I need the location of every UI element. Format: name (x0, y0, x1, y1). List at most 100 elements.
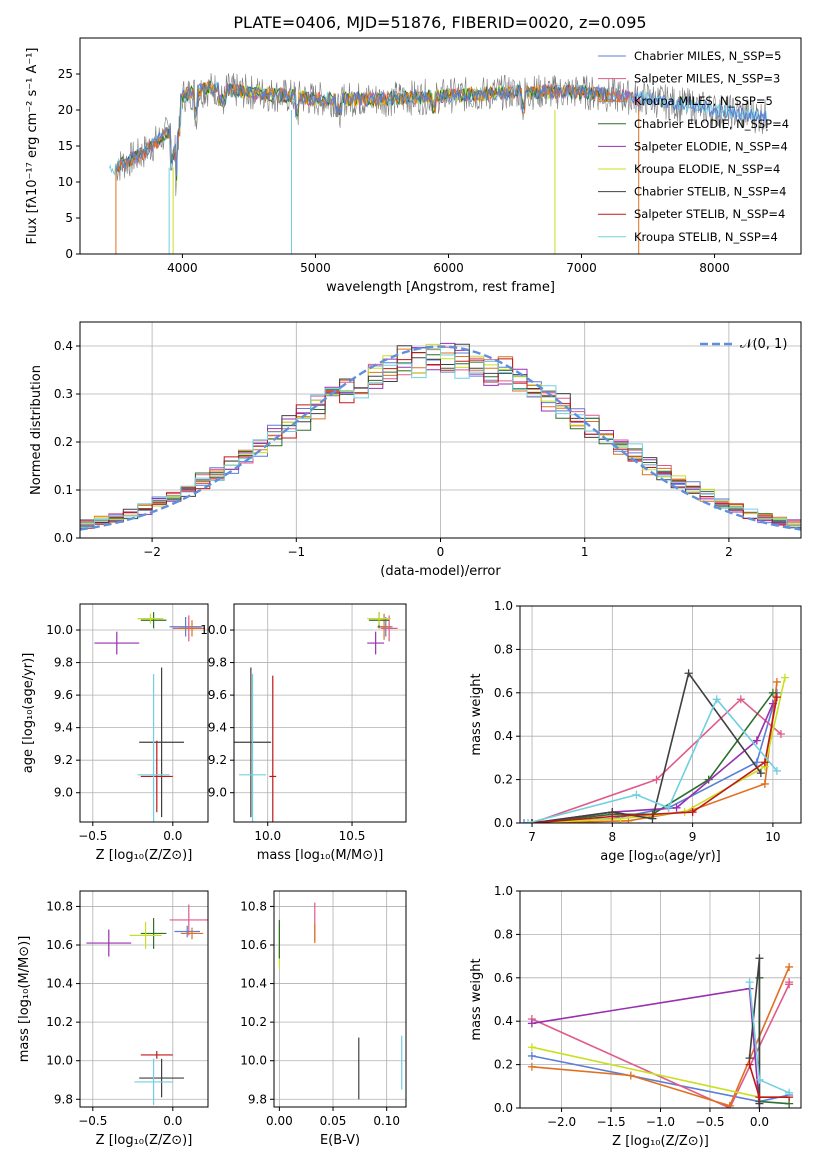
legend-entry: Kroupa MILES, N_SSP=5 (634, 94, 773, 108)
x-tick-label: 0.0 (163, 829, 182, 843)
x-axis-label: Z [log₁₀(Z/Z⊙)] (96, 1133, 193, 1148)
y-tick-label: 0.6 (494, 686, 513, 700)
mass-weight-marker (520, 819, 529, 823)
mass-weight-marker (772, 677, 781, 686)
x-tick-label: 10 (765, 830, 780, 844)
mass-weight-marker (768, 688, 777, 697)
x-tick-label: −2 (143, 545, 161, 559)
mass-weight-line (531, 677, 786, 823)
legend: Chabrier MILES, N_SSP=5 Salpeter MILES, N… (598, 49, 789, 244)
plot-area (527, 954, 794, 1108)
spectrum-panel: 4000 5000 6000 7000 8000 0 5 10 15 20 25 wavelength… (25, 37, 802, 295)
y-tick-label: 10.2 (46, 1015, 73, 1029)
y-tick-label: 0.4 (54, 339, 73, 353)
plot-area (108, 72, 768, 254)
y-tick-label: 0.8 (494, 642, 513, 656)
data-spectrum-line (115, 72, 768, 197)
x-axis-label: Z [log₁₀(Z/Z⊙)] (612, 1134, 709, 1149)
x-tick-label: −2.0 (547, 1115, 576, 1129)
y-axis-label: age [log₁₀(age/yr)] (21, 653, 36, 774)
mass-weight-marker (672, 803, 681, 812)
mass-weight-marker (527, 1062, 536, 1071)
massweight-vs-age-panel: 7 8 9 10 0.0 0.2 0.4 0.6 0.8 1.0 age [log₁₀(age/yr… (469, 599, 802, 864)
y-tick-label: 9.4 (208, 721, 227, 735)
y-axis-label: Normed distribution (29, 365, 44, 495)
model-spectrum-line (115, 82, 768, 177)
y-tick-label: 0.4 (494, 729, 513, 743)
mass-weight-marker (745, 978, 754, 987)
mass-weight-marker (755, 1093, 764, 1102)
mass-weight-marker (760, 779, 769, 788)
x-tick-label: 1 (581, 545, 589, 559)
residual-histogram (80, 343, 801, 529)
normal-reference-curve (80, 345, 801, 531)
y-tick-label: 9.6 (54, 688, 73, 702)
age-vs-mass-panel: 10.0 10.5 9.0 9.2 9.4 9.6 9.8 10.0 mass [log₁₀(M… (200, 603, 407, 863)
y-tick-label: 10.0 (46, 623, 73, 637)
y-tick-label: 10.8 (240, 899, 267, 913)
mass-weight-marker (785, 1088, 794, 1097)
x-tick-label: 7000 (566, 261, 597, 275)
y-tick-label: 10.8 (46, 899, 73, 913)
mass-weight-line (758, 977, 790, 1105)
mass-weight-marker (736, 695, 745, 704)
x-tick-label: 4000 (167, 261, 198, 275)
y-tick-label: 9.8 (54, 656, 73, 670)
mass-weight-marker (632, 790, 641, 799)
mass-weight-line (531, 703, 774, 823)
mass-weight-marker (785, 962, 794, 971)
x-tick-label: 0.10 (373, 1114, 400, 1128)
figure-title: PLATE=0406, MJD=51876, FIBERID=0020, z=0… (233, 13, 646, 32)
y-axis-label: mass [log₁₀(M/M⊙)] (17, 936, 32, 1063)
x-tick-label: −0.5 (695, 1115, 724, 1129)
x-tick-label: 0.0 (750, 1115, 769, 1129)
x-tick-label: 0.0 (163, 1114, 182, 1128)
y-tick-label: 1.0 (494, 599, 513, 613)
mass-weight-marker (527, 1051, 536, 1060)
y-tick-label: 10.0 (240, 1054, 267, 1068)
massweight-vs-metallicity-panel: −2.0 −1.5 −1.0 −0.5 0.0 0.0 0.2 0.4 0.6 0.8 1.0 Z [… (469, 884, 802, 1149)
legend-entry: Chabrier ELODIE, N_SSP=4 (634, 117, 789, 131)
plot-area (86, 904, 208, 1106)
y-tick-label: 0.0 (54, 531, 73, 545)
y-tick-label: 0.0 (494, 816, 513, 830)
legend-entry: Kroupa STELIB, N_SSP=4 (634, 230, 778, 244)
mass-weight-marker (780, 673, 789, 682)
y-tick-label: 9.2 (54, 753, 73, 767)
y-axis-label: Flux [fλ10⁻¹⁷ erg cm⁻² s⁻¹ A⁻¹] (25, 48, 40, 245)
plot-area (234, 612, 398, 822)
x-tick-label: 10.0 (254, 829, 281, 843)
x-axis-label: wavelength [Angstrom, rest frame] (326, 280, 555, 295)
axes-frame (79, 890, 209, 1108)
x-tick-label: −0.5 (78, 829, 107, 843)
legend-entry: Salpeter MILES, N_SSP=3 (634, 72, 780, 86)
mass-weight-marker (688, 808, 697, 817)
x-tick-label: −0.5 (78, 1114, 107, 1128)
y-tick-label: 0.0 (494, 1101, 513, 1115)
mass-weight-marker (648, 814, 657, 823)
plot-area (94, 612, 205, 822)
mass-weight-marker (626, 1071, 635, 1080)
mass-weight-marker (745, 1060, 754, 1069)
x-tick-label: −1.0 (646, 1115, 675, 1129)
x-tick-label: 0.00 (266, 1114, 293, 1128)
legend-entry: Chabrier MILES, N_SSP=5 (634, 49, 781, 63)
mass-weight-marker (712, 695, 721, 704)
mass-weight-line (531, 671, 762, 823)
mass-weight-marker (752, 736, 761, 745)
x-tick-label: 0 (437, 545, 445, 559)
y-tick-label: 0.1 (54, 483, 73, 497)
mass-vs-metallicity-panel: −0.5 0.0 9.8 10.0 10.2 10.4 10.6 10.8 Z [log₁₀(Z… (17, 890, 209, 1148)
mass-weight-marker (752, 758, 761, 767)
legend-entry: Salpeter STELIB, N_SSP=4 (634, 207, 785, 221)
x-tick-label: 7 (528, 830, 536, 844)
y-tick-label: 25 (58, 67, 73, 81)
y-tick-label: 9.8 (54, 1092, 73, 1106)
plot-area (80, 342, 801, 531)
mass-weight-marker (608, 812, 617, 821)
mass-weight-marker (756, 769, 765, 778)
mass-weight-marker (528, 819, 537, 823)
x-axis-label: mass [log₁₀(M/M⊙)] (257, 848, 384, 863)
residual-histogram (80, 352, 801, 529)
